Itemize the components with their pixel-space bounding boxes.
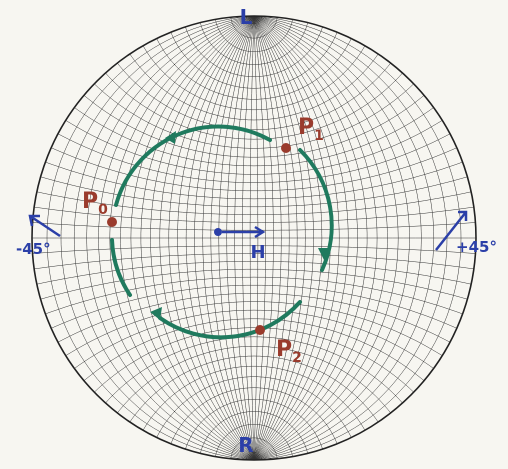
poincare-sphere-figure: P0 P1 P2 L R H -45° +45°	[0, 0, 508, 469]
pole-label: R	[238, 433, 253, 457]
point-index: 1	[314, 128, 324, 144]
point-letter: P	[82, 189, 98, 214]
h-dot	[214, 228, 222, 236]
point-index: 0	[98, 202, 108, 218]
page: P0 P1 P2 L R H -45° +45° (() => { const …	[0, 0, 508, 469]
left-label: -45°	[16, 240, 51, 258]
point-dot	[281, 143, 291, 153]
point-dot	[107, 217, 117, 227]
pole-label: L	[240, 5, 253, 29]
point-letter: P	[276, 337, 292, 362]
point-letter: P	[298, 115, 314, 140]
right-label: +45°	[456, 238, 497, 256]
point-index: 2	[292, 350, 302, 366]
center-label: H	[250, 242, 265, 263]
paper	[0, 0, 508, 469]
point-dot	[255, 325, 265, 335]
